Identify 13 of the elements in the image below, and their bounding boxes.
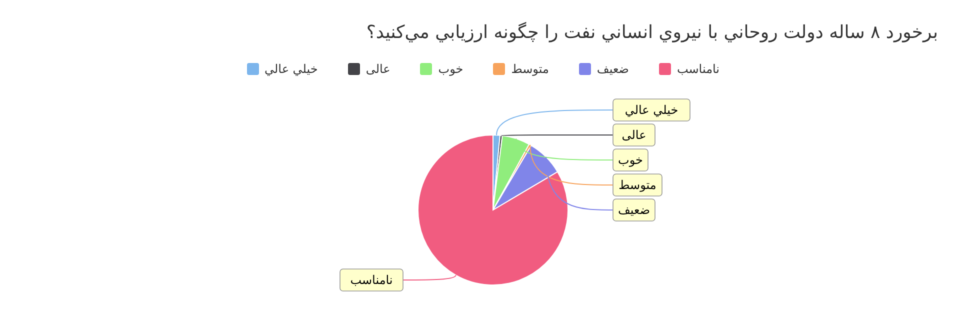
legend-label: نامناسب [676, 62, 720, 76]
slice-label: عالی [622, 128, 646, 142]
slice-label: نامناسب [350, 273, 393, 287]
legend-label: متوسط [511, 62, 549, 76]
slice-label: خوب [618, 153, 643, 167]
legend-label: عالی [366, 62, 390, 76]
legend-label: خيلي عالي [264, 62, 318, 76]
slice-label: خيلي عالي [624, 103, 678, 117]
legend-label: خوب [438, 62, 464, 76]
slice-label: ضعيف [618, 203, 650, 217]
slice-label: متوسط [618, 178, 656, 192]
legend-label: ضعيف [596, 62, 629, 76]
chart-title: برخورد ۸ ساله دولت روحاني با نيروي انساني نفت را چگونه ارزيابي مي‌کنيد؟ [365, 21, 939, 45]
